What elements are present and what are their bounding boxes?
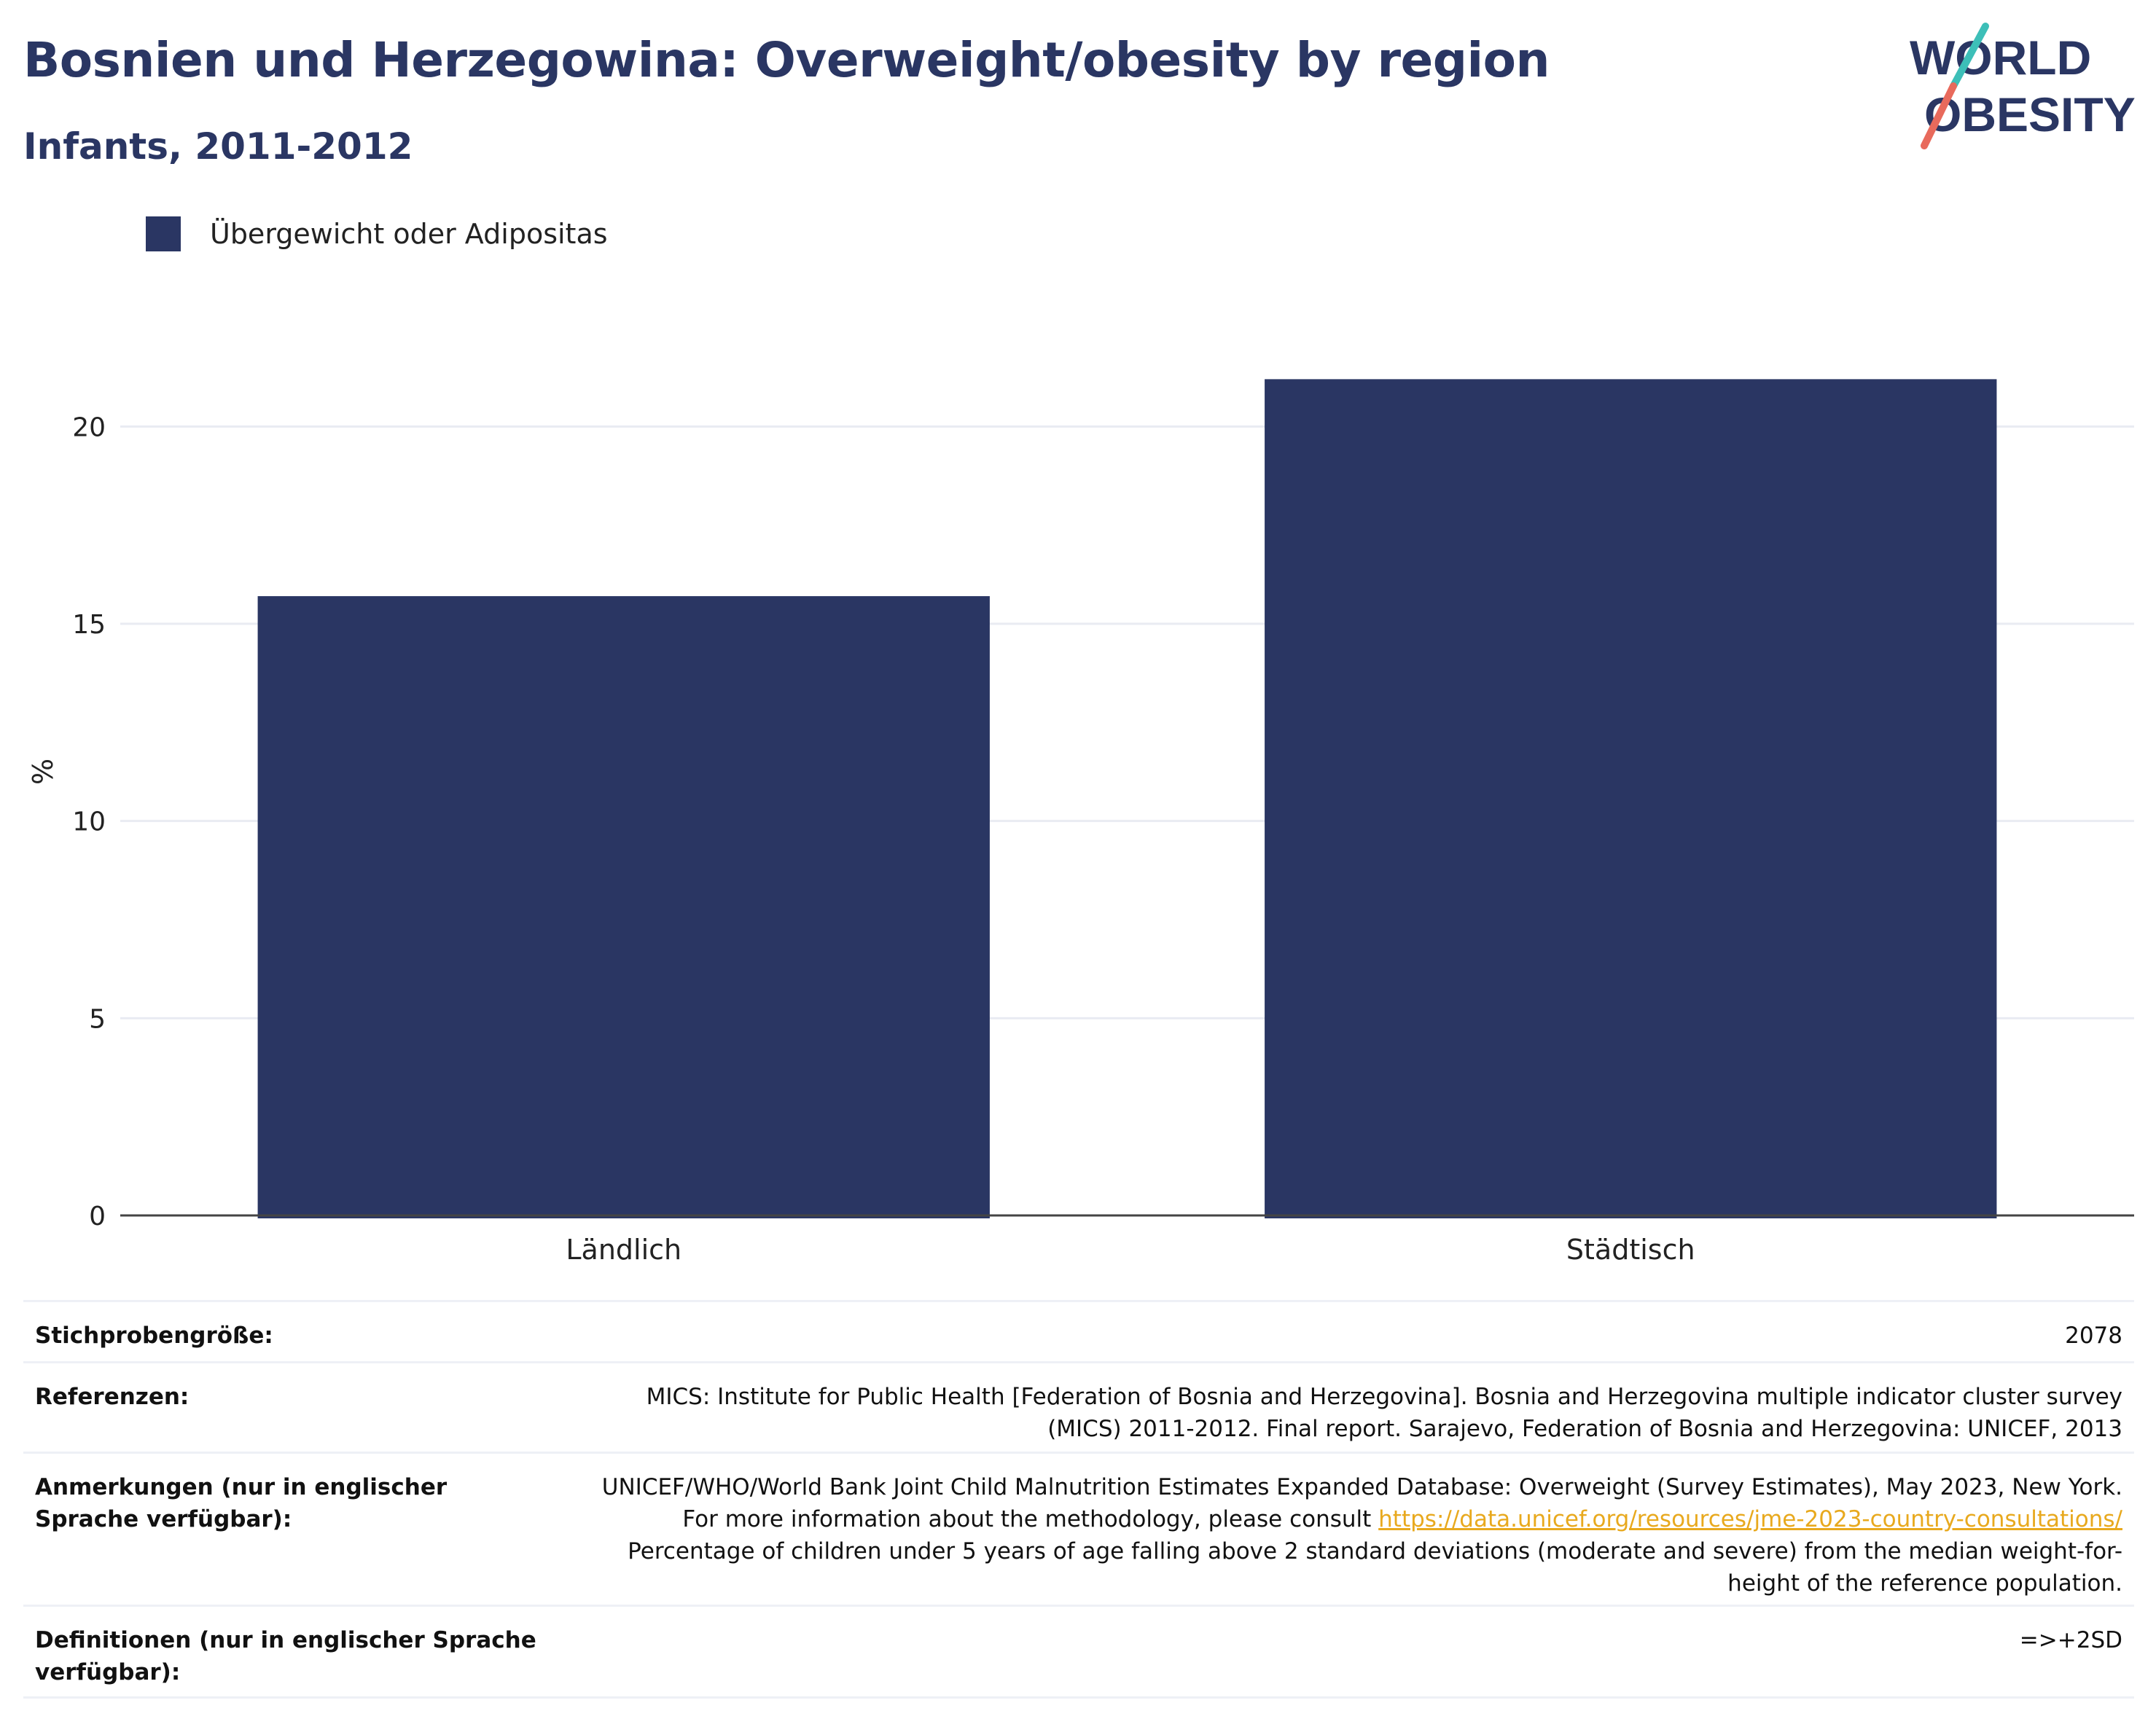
meta-value-sample-size: 2078	[2065, 1323, 2122, 1349]
chart-title: Bosnien und Herzegowina: Overweight/obes…	[23, 32, 1550, 88]
bar-chart: 0 5 10 15 20% Ländlich Städtisch	[27, 379, 2134, 1266]
y-axis-label: %	[27, 759, 59, 785]
y-tick-label: 5	[89, 1004, 106, 1034]
meta-label-notes: Anmerkungen (nur in englischer Sprache v…	[35, 1474, 448, 1532]
meta-row-definitions: Definitionen (nur in englischer Sprache …	[23, 1607, 2134, 1699]
notes-link[interactable]: https://data.unicef.org/resources/jme-20…	[1378, 1506, 2122, 1532]
meta-value-definitions: =>+2SD	[2019, 1627, 2122, 1653]
meta-row-references: Referenzen: MICS: Institute for Public H…	[23, 1363, 2134, 1454]
logo-text-obesity: OBESITY	[1924, 87, 2136, 141]
chart-subtitle: Infants, 2011-2012	[23, 125, 413, 168]
legend-label: Übergewicht oder Adipositas	[210, 218, 608, 250]
x-tick-label: Städtisch	[1566, 1234, 1695, 1266]
notes-text-before: UNICEF/WHO/World Bank Joint Child Malnut…	[601, 1474, 2122, 1532]
meta-value-references: MICS: Institute for Public Health [Feder…	[646, 1384, 2122, 1442]
bar-1	[1265, 379, 1997, 1219]
meta-label-definitions: Definitionen (nur in englischer Sprache …	[35, 1627, 536, 1685]
logo-slash-teal	[1950, 23, 1989, 90]
y-tick-label: 10	[72, 807, 106, 837]
y-tick-label: 20	[72, 412, 106, 442]
y-tick-label: 0	[89, 1202, 106, 1231]
legend-swatch	[146, 216, 181, 251]
x-tick-label: Ländlich	[566, 1234, 681, 1266]
legend[interactable]: Übergewicht oder Adipositas	[146, 216, 608, 251]
bar-0	[257, 596, 990, 1218]
world-obesity-logo: WORLD OBESITY	[1910, 23, 2136, 149]
meta-value-notes: UNICEF/WHO/World Bank Joint Child Malnut…	[574, 1471, 2122, 1599]
meta-label-references: Referenzen:	[35, 1384, 190, 1410]
metadata-table: Stichprobengröße: 2078 Referenzen: MICS:…	[23, 1300, 2134, 1699]
meta-label-sample-size: Stichprobengröße:	[35, 1323, 273, 1349]
logo-text-world: WORLD	[1910, 31, 2091, 85]
meta-row-notes: Anmerkungen (nur in englischer Sprache v…	[23, 1454, 2134, 1607]
y-tick-label: 15	[72, 610, 106, 640]
logo-slash-coral	[1921, 82, 1957, 149]
meta-row-sample-size: Stichprobengröße: 2078	[23, 1302, 2134, 1363]
notes-text-after: Percentage of children under 5 years of …	[628, 1538, 2122, 1597]
